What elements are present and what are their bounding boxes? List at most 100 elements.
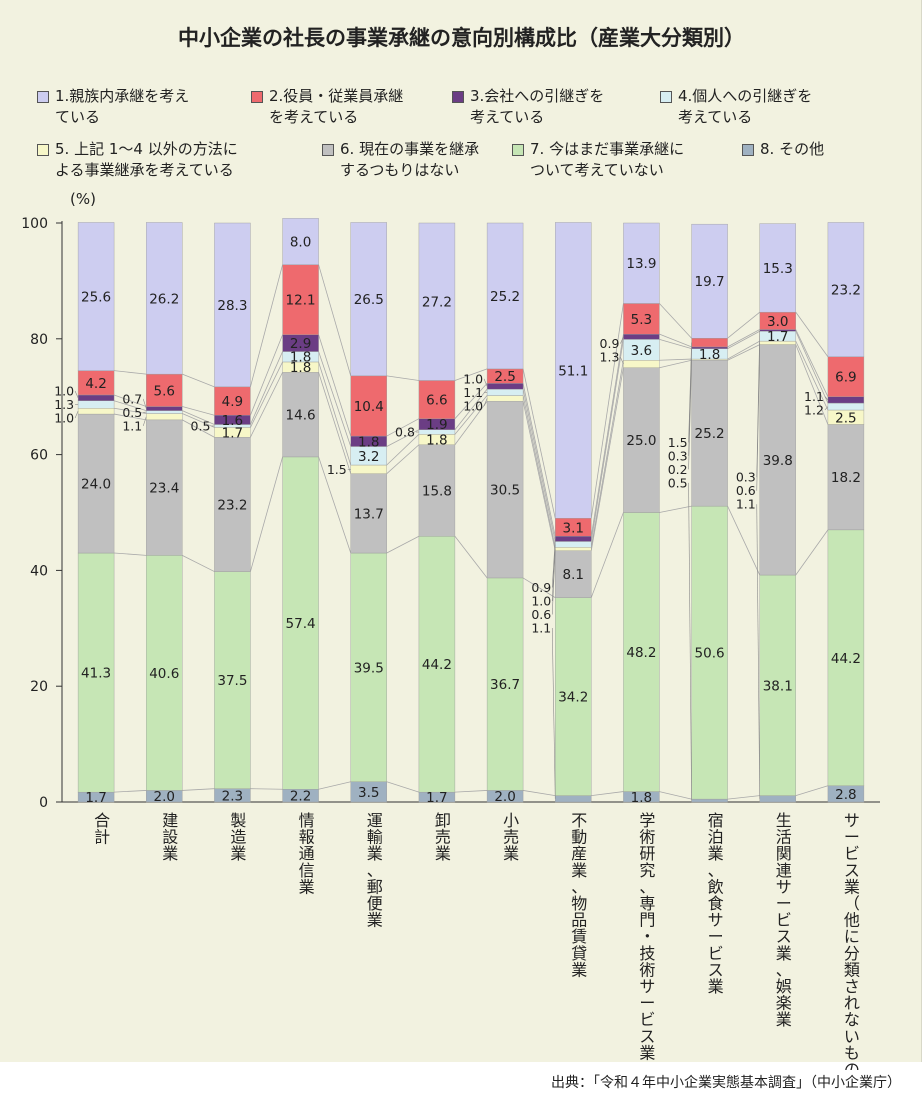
x-category-label: 宿泊業、飲食サービス業	[708, 811, 724, 996]
bar-segment	[214, 386, 251, 416]
connector-line	[386, 535, 420, 554]
data-label: 15.3	[763, 261, 793, 277]
data-label-small: 0.5	[191, 418, 211, 433]
bar-segment	[350, 473, 387, 554]
data-label: 1.6	[222, 413, 243, 429]
leader-line	[74, 390, 79, 398]
connector-line	[522, 401, 556, 551]
data-label: 2.3	[222, 788, 243, 804]
connector-line	[590, 303, 624, 519]
x-category-label: 合計	[94, 811, 110, 847]
data-label-small: 0.5	[668, 475, 688, 490]
connector-line	[318, 781, 351, 790]
leader-line	[142, 398, 147, 409]
data-label: 34.2	[558, 690, 588, 706]
connector-line	[659, 791, 692, 800]
data-label: 36.7	[490, 677, 520, 693]
bar-segment	[827, 396, 865, 404]
leader-line	[551, 548, 556, 615]
connector-line	[318, 456, 352, 554]
connector-line	[386, 418, 420, 437]
bar-segment	[418, 444, 456, 537]
legend-label: 1.親族内承継を考え ている	[55, 87, 190, 126]
connector-line	[250, 351, 283, 425]
y-tick-label: 20	[30, 679, 48, 695]
bar-segment	[350, 552, 387, 782]
data-label: 12.1	[286, 293, 316, 309]
data-label-small: 1.1	[463, 385, 483, 400]
connector-line	[590, 360, 624, 548]
connector-line	[114, 413, 147, 421]
data-label: 3.5	[358, 785, 379, 801]
legend-swatch	[512, 144, 524, 156]
bar-segment	[827, 222, 865, 357]
connector-line	[386, 375, 419, 381]
data-label: 50.6	[695, 646, 725, 662]
connector-line	[182, 373, 215, 388]
data-label-small: 0.9	[531, 580, 551, 595]
bar-segment	[486, 222, 524, 370]
bar-segment	[350, 375, 387, 437]
data-label: 3.0	[767, 314, 788, 330]
bar-segment	[827, 402, 865, 411]
bar-segment	[623, 512, 660, 792]
x-category-label: 生活関連サービス業、娯楽業	[776, 811, 792, 1029]
connector-line	[454, 368, 488, 381]
data-label: 23.4	[149, 481, 179, 497]
connector-line	[727, 344, 760, 361]
data-label: 8.0	[290, 235, 311, 251]
connector-line	[250, 456, 283, 572]
bar-segment	[827, 356, 865, 397]
y-tick-label: 100	[21, 216, 48, 232]
data-label: 10.4	[354, 399, 384, 415]
data-label-small: 1.3	[54, 397, 74, 412]
x-category-label: 卸売業	[435, 811, 451, 863]
legend-swatch	[322, 144, 334, 156]
leader-line	[551, 544, 556, 602]
data-label: 2.9	[290, 336, 311, 352]
bar-segment	[555, 547, 592, 551]
connector-line	[454, 790, 488, 793]
connector-line	[795, 344, 829, 425]
data-label: 23.2	[831, 283, 861, 299]
bar-segment	[691, 223, 728, 339]
connector-line	[454, 388, 488, 430]
y-axis-unit: (%)	[70, 190, 96, 208]
data-label: 4.2	[85, 376, 106, 392]
data-label-small: 1.3	[600, 350, 620, 365]
x-category-label: 不動産業、物品賃貸業	[571, 811, 587, 979]
bar-segment	[282, 218, 319, 265]
bar-segment	[827, 529, 865, 786]
data-label: 39.8	[763, 453, 793, 469]
legend-label: 3.会社への引継ぎを 考えている	[470, 87, 605, 126]
bar-segment	[827, 424, 865, 531]
data-label: 27.2	[422, 295, 452, 311]
bar-segment	[77, 413, 115, 554]
data-label: 15.8	[422, 483, 452, 499]
data-label: 2.8	[835, 787, 856, 803]
data-label-small: 1.0	[54, 411, 74, 426]
leader-line	[688, 482, 692, 801]
data-label-small: 1.1	[531, 620, 551, 635]
bar-segment	[623, 360, 660, 368]
data-label: 5.3	[631, 312, 652, 328]
data-label: 19.7	[695, 274, 725, 290]
connector-line	[454, 395, 488, 435]
data-label: 1.8	[358, 434, 379, 450]
connector-line	[250, 372, 283, 438]
connector-line	[113, 400, 147, 411]
leader-line	[620, 357, 624, 365]
data-label: 2.0	[494, 789, 515, 805]
data-label-small: 0.9	[600, 336, 620, 351]
data-label: 3.6	[631, 343, 652, 359]
bar-segment	[146, 406, 183, 411]
connector-line	[795, 331, 829, 404]
connector-line	[114, 552, 147, 556]
connector-line	[114, 407, 147, 414]
data-label: 30.5	[490, 483, 520, 499]
bar-segment	[759, 344, 796, 576]
stacked-bar-chart: (%)0204060801001.741.324.04.225.61.01.31…	[21, 190, 880, 1070]
bar-segment	[691, 338, 728, 348]
data-label-small: 1.1	[804, 389, 824, 404]
data-label: 39.5	[354, 660, 384, 676]
